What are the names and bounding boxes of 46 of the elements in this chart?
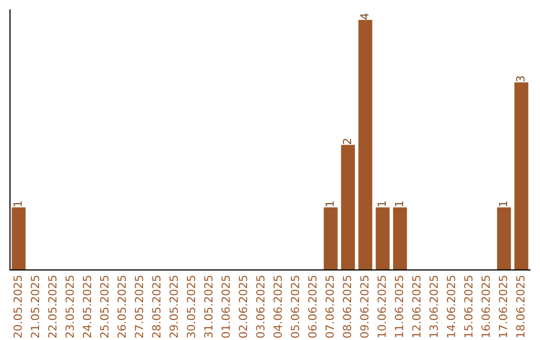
x-tick-label: 25.05.2025 [100,276,109,338]
data-label: 1 [14,201,22,206]
x-tick-label: 03.06.2025 [256,276,265,338]
data-label: 2 [342,138,352,144]
bar [497,207,511,270]
x-tick-label: 13.06.2025 [429,276,438,338]
x-tick-label: 06.06.2025 [308,276,317,338]
bar [324,207,338,270]
x-tick-label: 15.06.2025 [464,276,473,338]
x-tick-label: 29.05.2025 [169,276,178,338]
x-tick-label: 08.06.2025 [342,276,352,338]
x-tick-label: 02.06.2025 [238,276,248,338]
data-label: 1 [378,201,386,206]
x-tick-label: 16.06.2025 [481,276,490,338]
bar [514,82,528,270]
x-tick-label: 09.06.2025 [360,276,369,338]
bar [12,207,26,270]
x-tick-label: 11.06.2025 [394,276,404,338]
x-tick-label: 04.06.2025 [273,276,282,338]
x-tick-label: 31.05.2025 [204,276,213,338]
bar [376,207,390,270]
x-tick-label: 23.05.2025 [65,276,74,338]
data-label: 4 [360,13,368,20]
data-label: 1 [498,201,508,206]
x-tick-label: 30.05.2025 [186,276,196,338]
x-tick-label: 27.05.2025 [134,276,144,338]
data-label: 1 [326,201,334,206]
x-tick-label: 10.06.2025 [377,276,386,338]
x-tick-label: 12.06.2025 [412,276,421,338]
bar [358,20,372,270]
x-tick-label: 17.06.2025 [498,276,508,338]
x-tick-label: 21.05.2025 [30,276,40,338]
x-tick-label: 14.06.2025 [446,276,456,338]
x-tick-label: 24.05.2025 [82,276,92,338]
data-label: 1 [394,201,404,206]
x-tick-label: 22.05.2025 [48,276,57,338]
x-tick-label: 28.05.2025 [152,276,161,338]
data-label: 3 [516,76,525,82]
x-tick-label: 26.05.2025 [117,276,126,338]
bar [393,207,407,270]
x-tick-label: 18.06.2025 [516,276,525,338]
x-tick-label: 05.06.2025 [290,276,300,338]
bar [341,144,355,270]
x-tick-label: 07.06.2025 [325,276,334,338]
x-tick-label: 20.05.2025 [13,276,22,338]
x-tick-label: 01.06.2025 [221,276,230,338]
